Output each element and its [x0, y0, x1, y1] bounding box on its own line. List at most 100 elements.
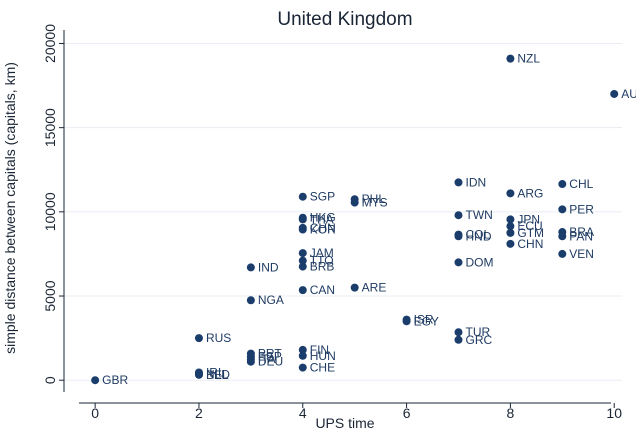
- data-point-label: GRC: [465, 333, 492, 347]
- data-point-label: BRB: [310, 260, 335, 274]
- x-tick-label: 0: [91, 405, 99, 421]
- data-point-label: EGY: [414, 314, 439, 328]
- data-point: [298, 351, 307, 360]
- chart-title: United Kingdom: [277, 9, 412, 30]
- data-point: [298, 215, 307, 224]
- data-point: [298, 192, 307, 201]
- data-point-label: GTM: [517, 226, 544, 240]
- x-tick-label: 2: [195, 405, 203, 421]
- data-point: [298, 363, 307, 372]
- data-point: [298, 345, 307, 354]
- data-point: [246, 296, 255, 305]
- data-point: [246, 263, 255, 272]
- data-point: [350, 283, 359, 292]
- data-point: [350, 198, 359, 207]
- data-point-label: NZL: [517, 52, 540, 66]
- y-tick-label: 15000: [42, 108, 58, 147]
- data-point-label: DEU: [258, 355, 283, 369]
- data-point-label: PAN: [569, 229, 593, 243]
- data-point-label: NLD: [206, 367, 230, 381]
- y-tick-label: 20000: [42, 24, 58, 63]
- data-point-label: IDN: [465, 175, 486, 189]
- y-axis-label: simple distance between capitals (capita…: [2, 62, 18, 354]
- data-point-label: ESP: [258, 350, 282, 364]
- data-point-label: MYS: [362, 196, 388, 210]
- data-point-label: TTO: [310, 254, 334, 268]
- data-point-label: PER: [569, 202, 594, 216]
- data-point-label: FIN: [310, 343, 329, 357]
- data-point: [506, 239, 515, 248]
- data-point: [91, 376, 100, 385]
- data-point: [194, 334, 203, 343]
- data-point: [298, 286, 307, 295]
- data-point-label: ARG: [517, 186, 543, 200]
- x-tick-label: 10: [606, 405, 622, 421]
- data-point: [506, 228, 515, 237]
- data-point: [610, 89, 619, 98]
- data-point: [506, 215, 515, 224]
- data-point: [454, 328, 463, 337]
- data-point-label: CAN: [310, 283, 335, 297]
- plot-background: [64, 30, 622, 403]
- data-point-label: ITA: [258, 352, 276, 366]
- data-point: [454, 258, 463, 267]
- data-point: [506, 222, 515, 231]
- data-point: [558, 205, 567, 214]
- data-point-label: NGA: [258, 293, 284, 307]
- data-point-label: CHE: [310, 361, 335, 375]
- data-point: [558, 232, 567, 241]
- x-axis-label: UPS time: [315, 415, 374, 429]
- data-point: [246, 357, 255, 366]
- x-tick-label: 8: [507, 405, 515, 421]
- data-point-label: KOR: [310, 223, 336, 237]
- data-point-label: HKG: [310, 211, 336, 225]
- gridlines: [64, 42, 622, 381]
- y-tick-label: 10000: [42, 192, 58, 231]
- x-tick-label: 6: [403, 405, 411, 421]
- data-point-label: JPN: [517, 212, 540, 226]
- data-point-label: TUR: [465, 325, 490, 339]
- data-point-label: PRT: [258, 347, 282, 361]
- y-tick-label: 5000: [42, 280, 58, 311]
- x-tick-label: 4: [299, 405, 307, 421]
- data-point-label: TWN: [465, 208, 492, 222]
- data-point-label: JAM: [310, 246, 334, 260]
- data-point-label: PHL: [362, 192, 386, 206]
- data-point: [298, 223, 307, 232]
- data-point-label: THA: [310, 212, 334, 226]
- data-point: [454, 211, 463, 220]
- data-point: [194, 370, 203, 379]
- data-point-label: DOM: [465, 255, 493, 269]
- data-point: [454, 335, 463, 344]
- y-tick-label: 0: [42, 376, 58, 384]
- data-point-label: CHL: [569, 177, 593, 191]
- data-point-label: ISR: [414, 313, 434, 327]
- data-point: [402, 317, 411, 326]
- data-point-label: IND: [258, 260, 279, 274]
- data-point-label: COL: [465, 228, 490, 242]
- data-point-label: AUS: [621, 87, 636, 101]
- data-point-label: BEL: [206, 368, 229, 382]
- data-point-label: RUS: [206, 331, 231, 345]
- data-point-label: ARE: [362, 281, 387, 295]
- axis-ticks: 0 5000 10000 15000 20000 0 2 4 6 8 10: [42, 24, 622, 421]
- data-point: [298, 262, 307, 271]
- data-point-label: CHN: [517, 237, 543, 251]
- data-point-label: ECU: [517, 219, 542, 233]
- data-point-label: GBR: [102, 373, 128, 387]
- data-point-label: CHN: [310, 221, 336, 235]
- data-point: [298, 256, 307, 265]
- data-points: GBRRUSIRLNLDBELINDNGAPRTESPITADEUSGPHKGT…: [91, 52, 636, 387]
- data-point: [506, 189, 515, 198]
- data-point: [558, 180, 567, 189]
- data-point-label: HUN: [310, 349, 336, 363]
- data-point-label: SGP: [310, 190, 335, 204]
- data-point-label: BRA: [569, 225, 594, 239]
- data-point: [558, 249, 567, 258]
- data-point: [298, 249, 307, 258]
- data-point: [506, 54, 515, 63]
- data-point-label: HND: [465, 229, 491, 243]
- data-point-label: VEN: [569, 247, 594, 261]
